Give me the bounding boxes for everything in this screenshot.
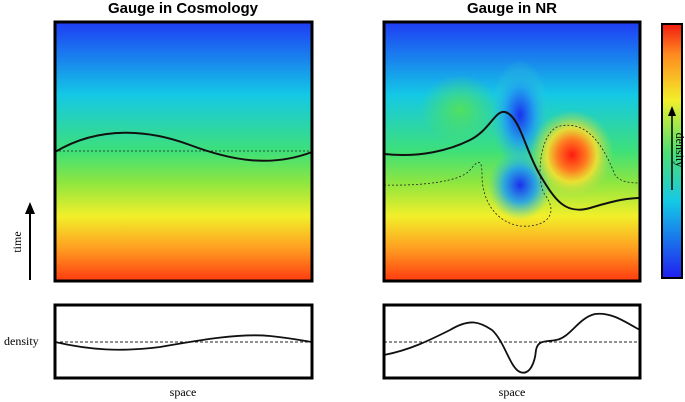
panel-frame (53, 20, 314, 283)
y-label: density (4, 334, 39, 348)
slice (54, 131, 313, 162)
field (384, 22, 640, 281)
colorbar-label: density (673, 133, 685, 168)
density-curve (54, 334, 313, 351)
panel-frame (382, 20, 642, 283)
panel-frame (53, 303, 314, 380)
panel-title: Gauge in Cosmology (108, 0, 259, 17)
arrowhead (25, 202, 35, 214)
x-label: space (499, 385, 526, 399)
gradient-panel (55, 22, 312, 281)
x-label: space (170, 385, 197, 399)
arrowhead (668, 106, 676, 116)
density-curve (383, 312, 641, 374)
panel-frame (382, 303, 642, 380)
panel-title: Gauge in NR (467, 0, 557, 17)
y-label: time (10, 231, 24, 252)
